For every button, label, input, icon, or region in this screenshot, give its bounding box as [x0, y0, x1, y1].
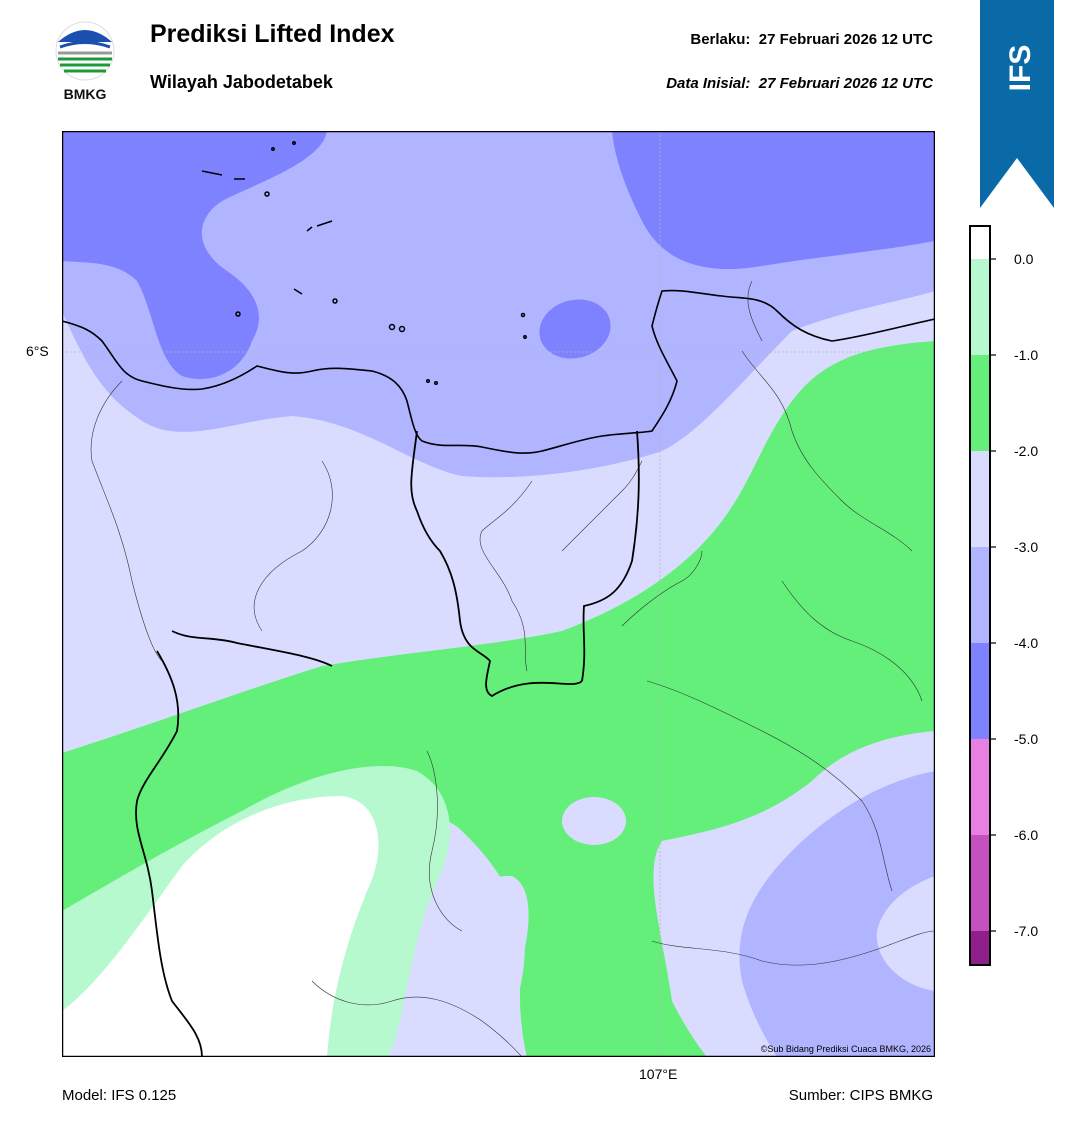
- page-subtitle: Wilayah Jabodetabek: [150, 72, 333, 92]
- cbar-tick-label: 0.0: [1014, 251, 1034, 267]
- source-label: Sumber: CIPS BMKG: [788, 1087, 933, 1104]
- cbar-segment-magenta: [970, 835, 990, 931]
- coastline: [62, 289, 935, 454]
- map-credit: ©Sub Bidang Prediksi Cuaca BMKG, 2026: [760, 1044, 931, 1054]
- colorbar: 0.0 -1.0 -2.0 -3.0 -4.0 -5.0 -6.0 -7.0: [969, 225, 1038, 966]
- cbar-tick-label: -6.0: [1014, 827, 1038, 843]
- valid-time: Berlaku: 27 Februari 2026 12 UTC: [690, 31, 933, 48]
- cbar-tick-label: -7.0: [1014, 923, 1038, 939]
- logo-text: BMKG: [64, 86, 107, 102]
- pale-blue-pocket-south: [407, 876, 529, 1057]
- init-value: 27 Februari 2026 12 UTC: [758, 75, 933, 92]
- valid-value: 27 Februari 2026 12 UTC: [758, 31, 933, 48]
- init-label: Data Inisial:: [666, 75, 751, 92]
- pale-blue-pocket-east: [876, 876, 935, 991]
- latitude-label: 6°S: [26, 343, 49, 359]
- cbar-tick-label: -2.0: [1014, 443, 1038, 459]
- cbar-tick-label: -5.0: [1014, 731, 1038, 747]
- blue-region-northwest: [62, 131, 327, 380]
- page-title: Prediksi Lifted Index: [150, 20, 395, 48]
- blue-region-small: [539, 299, 611, 359]
- regency-borders: [90, 280, 935, 1057]
- colorbar-segments: [970, 226, 990, 965]
- bmkg-logo: BMKG: [55, 21, 115, 102]
- province-borders: [135, 430, 640, 1057]
- lifted-index-map: [62, 131, 935, 1057]
- cbar-segment-purple: [970, 931, 990, 965]
- blue-region-northeast: [612, 131, 935, 269]
- white-region: [62, 796, 379, 1057]
- cbar-segment-light-blue: [970, 547, 990, 643]
- cbar-segment-green: [970, 355, 990, 451]
- cbar-segment-blue: [970, 643, 990, 739]
- valid-label: Berlaku:: [690, 31, 751, 48]
- cbar-segment-pale-blue: [970, 451, 990, 547]
- green-region: [62, 341, 935, 1057]
- model-label: Model: IFS 0.125: [62, 1087, 177, 1104]
- badge-text: IFS: [1004, 45, 1037, 92]
- light-blue-region-southeast: [739, 771, 935, 1057]
- thousand-islands: [201, 141, 527, 386]
- pale-blue-pocket-center: [562, 797, 626, 845]
- cbar-segment-light-green: [970, 259, 990, 355]
- cbar-tick-label: -1.0: [1014, 347, 1038, 363]
- cbar-tick-label: -3.0: [1014, 539, 1038, 555]
- cbar-segment-white: [970, 226, 990, 259]
- cbar-segment-pink: [970, 739, 990, 835]
- init-time: Data Inisial: 27 Februari 2026 12 UTC: [666, 75, 933, 92]
- longitude-label: 107°E: [639, 1066, 678, 1082]
- ifs-badge: IFS: [980, 0, 1054, 208]
- cbar-tick-label: -4.0: [1014, 635, 1038, 651]
